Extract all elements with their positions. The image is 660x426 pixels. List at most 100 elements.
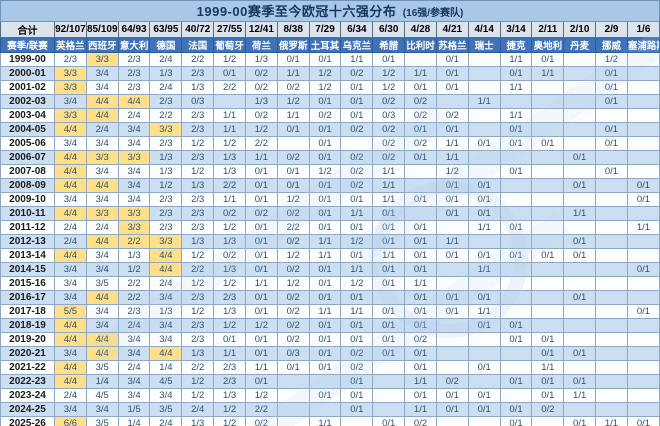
total-cell: 64/93 (117, 21, 151, 38)
value-cell: 0/2 (340, 122, 374, 137)
value-cell: 3/3 (85, 52, 119, 67)
value-cell: 1/2 (213, 402, 246, 417)
value-cell: 0/1 (244, 346, 278, 361)
season-row-2023-24: 2023-24 2/4 4/5 3/4 3/4 1/2 1/3 1/2 0/1 0/1 0/1 0/1… (0, 388, 660, 403)
value-cell: 0/1 (244, 178, 278, 193)
value-cell: 2/4 (149, 416, 183, 426)
value-cell: 4/4 (54, 318, 87, 333)
value-cell (595, 304, 628, 319)
value-cell: 0/2 (213, 248, 246, 263)
value-cell (435, 94, 469, 109)
value-cell: 4/4 (85, 234, 119, 249)
value-cell: 1/1 (276, 108, 310, 123)
value-cell: 1/1 (467, 94, 501, 109)
value-cell (531, 122, 565, 137)
value-cell: 2/2 (244, 136, 278, 151)
league-header-switzerland: 瑞士 (467, 37, 501, 53)
value-cell (435, 416, 469, 426)
value-cell: 3/4 (54, 94, 87, 109)
value-cell (626, 332, 660, 347)
value-cell: 0/2 (404, 332, 437, 347)
value-cell: 3/4 (85, 136, 119, 151)
value-cell: 0/1 (404, 262, 437, 277)
value-cell (563, 220, 597, 235)
value-cell: 0/2 (340, 346, 374, 361)
value-cell: 2/3 (117, 80, 151, 95)
value-cell: 0/1 (276, 52, 310, 67)
value-cell: 1/1 (467, 220, 501, 235)
value-cell: 6/6 (54, 416, 87, 426)
value-cell (595, 220, 628, 235)
season-label: 2008-09 (0, 178, 55, 193)
value-cell: 1/3 (149, 66, 183, 81)
value-cell: 1/1 (435, 136, 469, 151)
value-cell: 0/1 (308, 206, 342, 221)
value-cell: 0/1 (340, 220, 374, 235)
value-cell (499, 192, 533, 207)
value-cell: 1/2 (213, 52, 246, 67)
season-label: 2015-16 (0, 276, 55, 291)
value-cell: 0/1 (531, 136, 565, 151)
value-cell (626, 374, 660, 389)
season-row-2013-14: 2013-14 4/4 3/4 1/3 4/4 1/2 0/2 0/1 1/2 1/1 0/1 1/1… (0, 248, 660, 263)
value-cell (467, 234, 501, 249)
value-cell: 2/3 (117, 304, 151, 319)
value-cell: 4/4 (85, 332, 119, 347)
value-cell (404, 178, 437, 193)
value-cell: 0/1 (308, 220, 342, 235)
value-cell: 3/3 (85, 150, 119, 165)
season-row-2007-08: 2007-08 4/4 3/4 3/4 1/3 1/2 1/3 0/1 0/1 1/2 0/2 1/1… (0, 164, 660, 179)
value-cell: 0/1 (435, 52, 469, 67)
value-cell (499, 234, 533, 249)
value-cell: 3/4 (149, 332, 183, 347)
value-cell (563, 66, 597, 81)
value-cell: 0/1 (435, 290, 469, 305)
value-cell (531, 150, 565, 165)
value-cell (372, 388, 406, 403)
value-cell: 3/5 (85, 276, 119, 291)
value-cell: 0/1 (595, 164, 628, 179)
value-cell: 1/4 (117, 416, 151, 426)
value-cell: 2/3 (213, 360, 246, 375)
value-cell: 1/1 (213, 346, 246, 361)
value-cell: 0/1 (563, 416, 597, 426)
league-header-denmark: 丹麦 (563, 37, 597, 53)
value-cell: 1/3 (181, 80, 215, 95)
value-cell: 1/3 (181, 416, 215, 426)
value-cell: 0/1 (276, 178, 310, 193)
value-cell: 1/2 (308, 164, 342, 179)
season-row-2024-25: 2024-25 3/4 3/4 1/5 3/5 2/4 1/2 2/2 0/1 1/1 0/1 0/1… (0, 402, 660, 417)
season-label: 1999-00 (0, 52, 55, 67)
value-cell: 0/1 (626, 262, 660, 277)
season-label: 2001-02 (0, 80, 55, 95)
value-cell: 1/2 (308, 80, 342, 95)
value-cell: 1/2 (213, 136, 246, 151)
value-cell (372, 290, 406, 305)
value-cell: 0/1 (404, 150, 437, 165)
totals-label: 合计 (0, 21, 55, 38)
value-cell: 1/2 (181, 136, 215, 151)
value-cell: 2/2 (117, 234, 151, 249)
value-cell (467, 108, 501, 123)
value-cell: 0/1 (467, 290, 501, 305)
value-cell: 0/1 (435, 402, 469, 417)
value-cell: 0/1 (499, 374, 533, 389)
value-cell: 1/2 (276, 248, 310, 263)
value-cell: 0/2 (276, 290, 310, 305)
value-cell (626, 164, 660, 179)
value-cell (531, 164, 565, 179)
value-cell: 0/3 (181, 94, 215, 109)
value-cell: 0/1 (340, 80, 374, 95)
value-cell (595, 332, 628, 347)
value-cell (372, 360, 406, 375)
value-cell: 3/4 (85, 318, 119, 333)
season-label: 2004-05 (0, 122, 55, 137)
value-cell: 0/1 (308, 262, 342, 277)
value-cell: 0/2 (531, 402, 565, 417)
value-cell: 2/3 (181, 192, 215, 207)
value-cell (467, 346, 501, 361)
season-label: 2014-15 (0, 262, 55, 277)
totals-row: 合计 92/107 85/109 64/93 63/95 40/72 27/55 12/41 8… (0, 21, 660, 38)
value-cell: 1/1 (372, 178, 406, 193)
league-header-germany: 德国 (149, 37, 183, 53)
